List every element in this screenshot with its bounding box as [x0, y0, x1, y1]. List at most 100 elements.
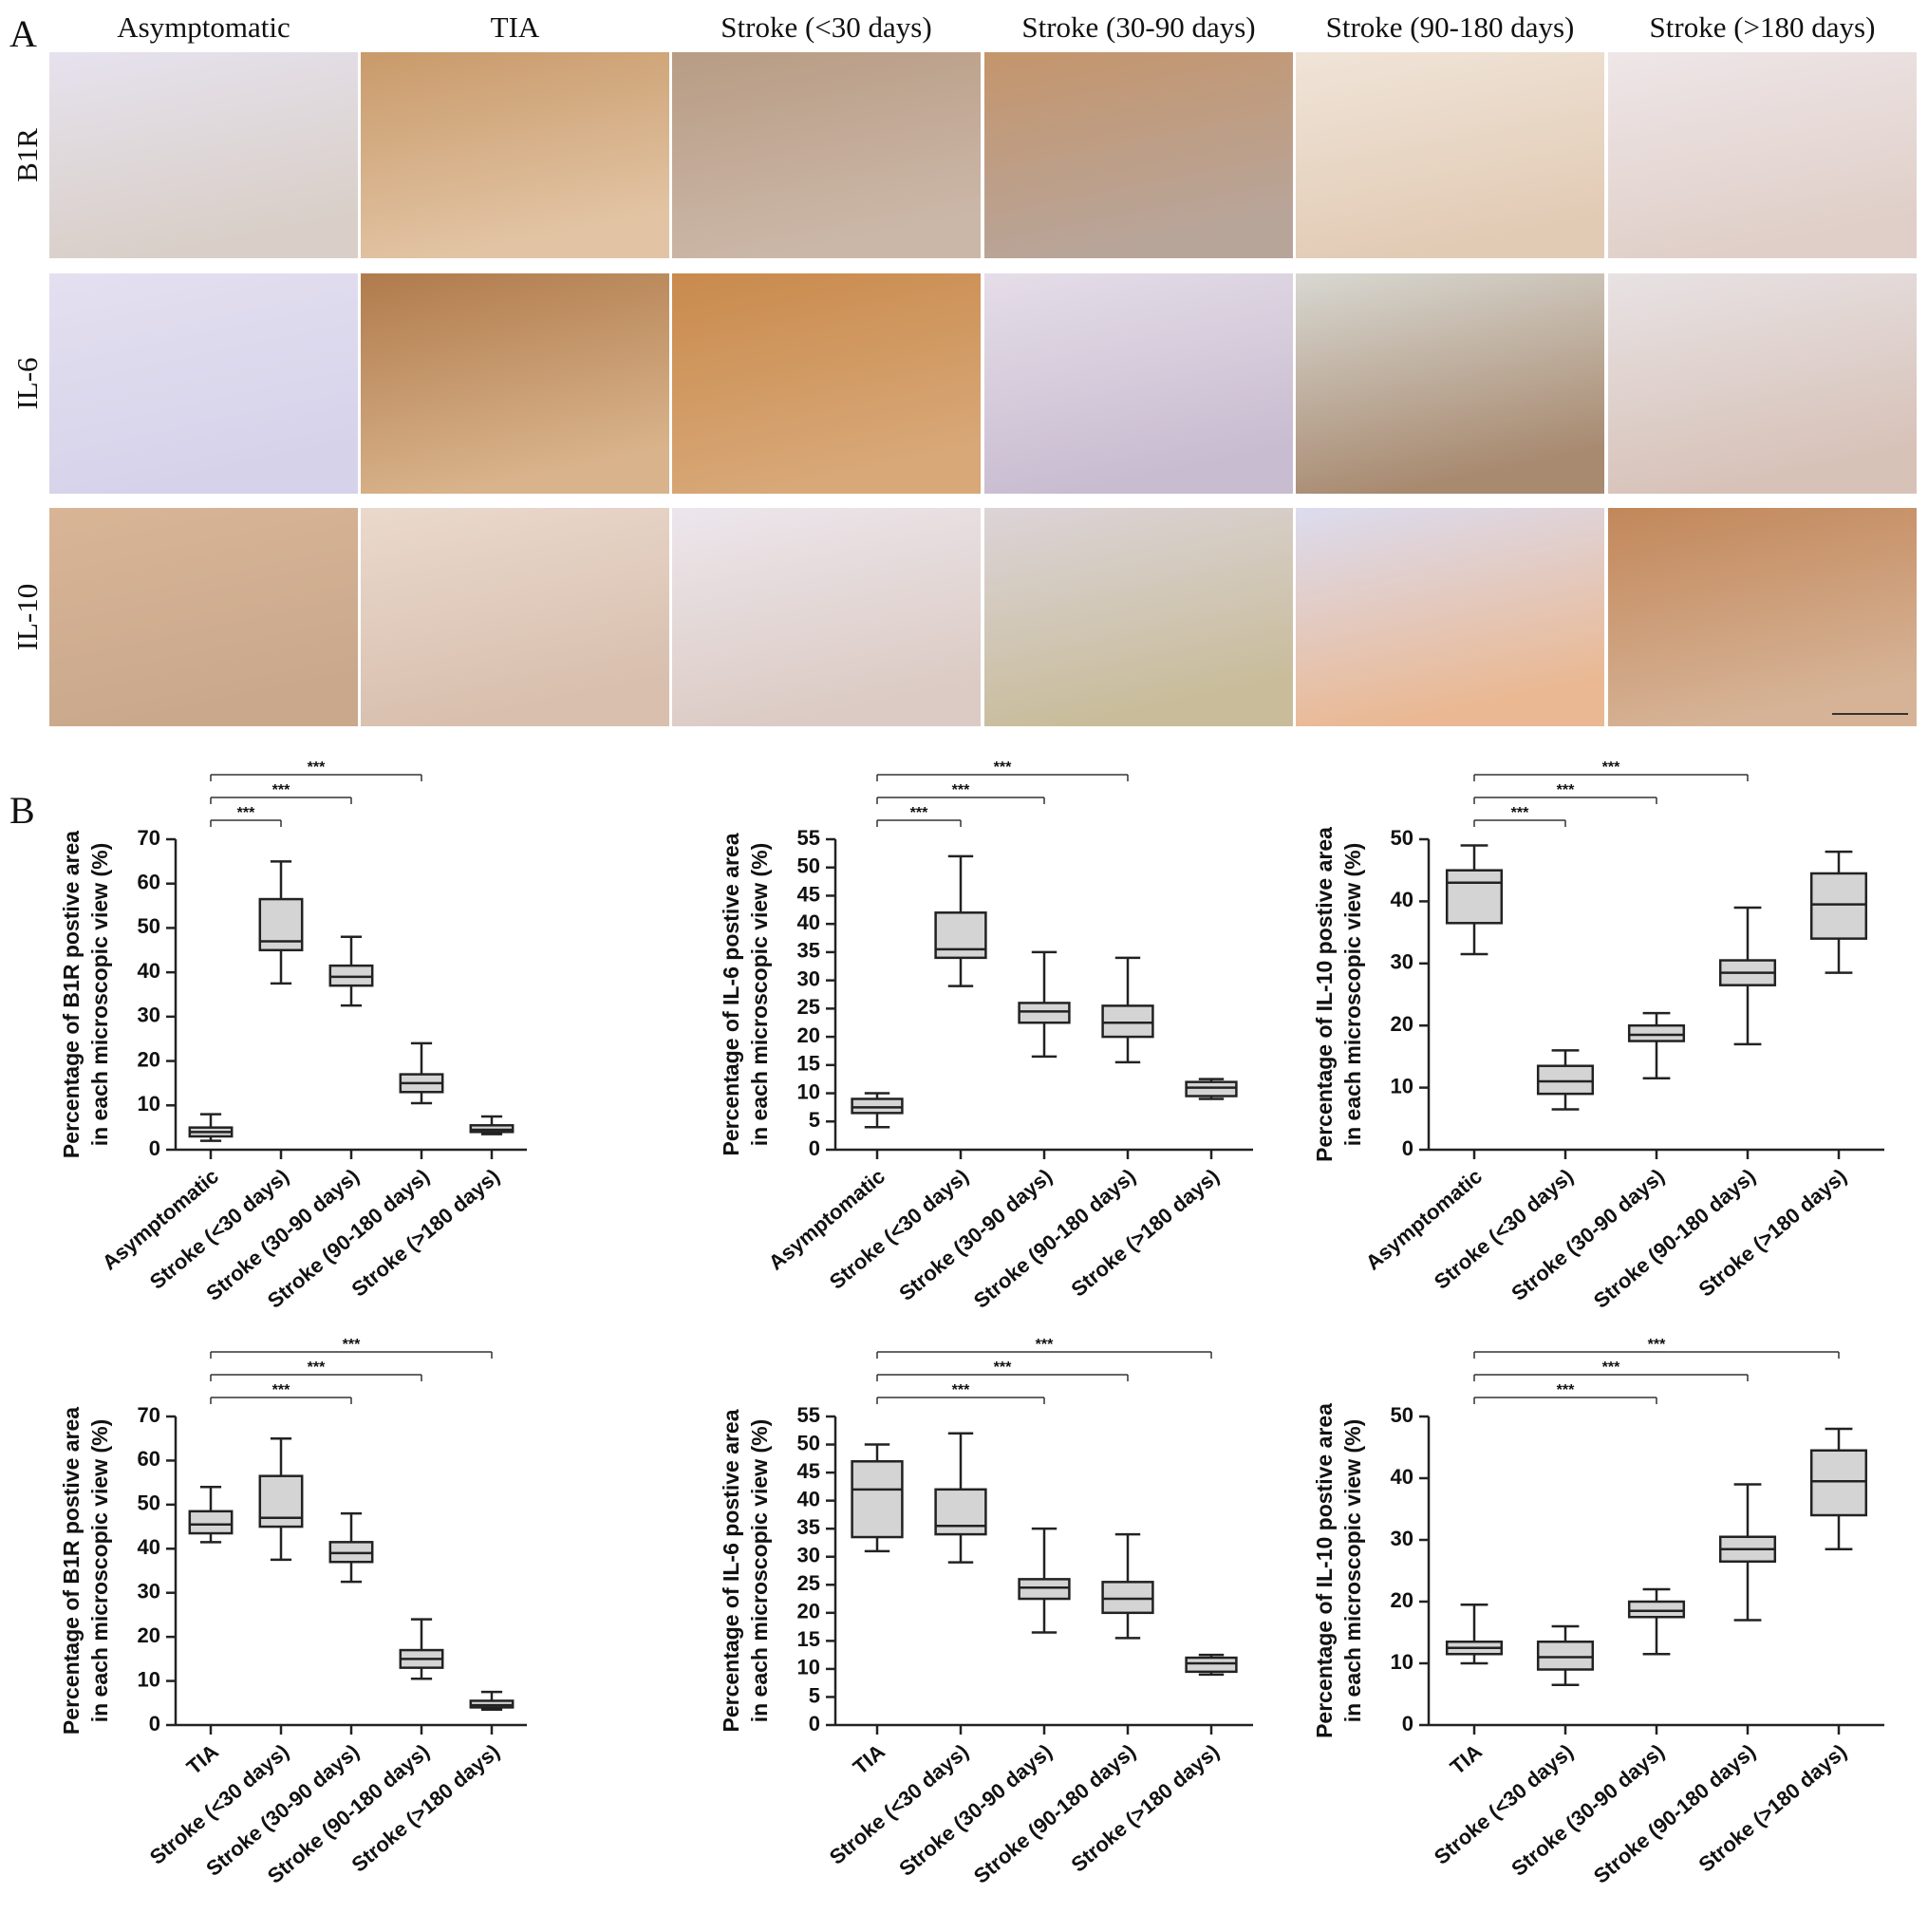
y-axis-label: Percentage of IL-6 postive area [719, 833, 743, 1155]
y-tick-label: 30 [797, 1544, 820, 1567]
x-tick-label: Stroke (30-90 days) [1507, 1164, 1669, 1305]
y-axis-label: Percentage of IL-6 postive area [719, 1409, 743, 1732]
box [851, 1097, 904, 1115]
significance-label: *** [1557, 1382, 1575, 1398]
panel-label: B [9, 789, 35, 832]
y-axis-label: in each microscopic view (%) [1340, 1419, 1365, 1723]
x-tick-label: Stroke (>180 days) [1694, 1164, 1850, 1302]
y-tick-label: 0 [149, 1136, 160, 1160]
micrograph [672, 273, 981, 494]
y-tick-label: 50 [138, 1491, 160, 1515]
micrograph [1296, 52, 1604, 258]
y-tick-label: 20 [138, 1047, 160, 1071]
y-tick-label: 10 [797, 1079, 820, 1103]
y-tick-label: 5 [809, 1108, 820, 1132]
column-label: TIA [491, 10, 540, 44]
significance-label: *** [1648, 1337, 1666, 1353]
column-label: Stroke (<30 days) [721, 10, 931, 44]
y-tick-label: 40 [138, 959, 160, 983]
y-axis-label: in each microscopic view (%) [87, 1419, 112, 1723]
y-tick-label: 20 [797, 1600, 820, 1623]
box [934, 911, 987, 960]
y-tick-label: 70 [138, 1403, 160, 1427]
y-tick-label: 25 [797, 995, 820, 1019]
box [1809, 872, 1868, 940]
significance-label: *** [1602, 1360, 1620, 1376]
x-tick-label: Stroke (90-180 days) [1589, 1164, 1760, 1313]
box [1018, 1578, 1071, 1601]
micrograph [1296, 508, 1604, 726]
box [188, 1510, 234, 1535]
y-tick-label: 15 [797, 1052, 820, 1076]
significance-label: *** [1557, 782, 1575, 798]
micrograph [361, 508, 669, 726]
micrograph [984, 508, 1293, 726]
micrograph [361, 52, 669, 258]
significance-label: *** [1511, 805, 1529, 821]
y-tick-label: 20 [138, 1623, 160, 1647]
y-tick-label: 20 [1391, 1012, 1413, 1036]
box [851, 1460, 904, 1539]
significance-label: *** [308, 1360, 326, 1376]
column-label: Stroke (90-180 days) [1326, 10, 1575, 44]
column-label: Stroke (>180 days) [1650, 10, 1876, 44]
y-tick-label: 70 [138, 826, 160, 850]
y-axis-label: in each microscopic view (%) [87, 843, 112, 1147]
y-tick-label: 50 [797, 854, 820, 878]
x-tick-label: TIA [1446, 1739, 1487, 1779]
box [1536, 1064, 1595, 1096]
row-label: B1R [10, 128, 44, 182]
micrograph [1608, 52, 1917, 258]
column-label: Asymptomatic [117, 10, 290, 44]
y-tick-label: 30 [1391, 950, 1413, 974]
x-tick-label: Stroke (>180 days) [1694, 1739, 1850, 1877]
y-tick-label: 55 [797, 826, 820, 850]
micrograph [672, 508, 981, 726]
box [1185, 1656, 1238, 1674]
micrograph [1296, 273, 1604, 494]
box [1445, 869, 1504, 925]
row-label: IL-6 [10, 357, 44, 409]
y-tick-label: 15 [797, 1627, 820, 1651]
y-tick-label: 0 [809, 1712, 820, 1735]
x-tick-label: Stroke (30-90 days) [1507, 1739, 1669, 1881]
box [1101, 1581, 1154, 1615]
y-tick-label: 45 [797, 1459, 820, 1483]
micrograph [1608, 273, 1917, 494]
y-tick-label: 35 [797, 939, 820, 963]
y-tick-label: 0 [809, 1136, 820, 1160]
significance-label: *** [910, 805, 928, 821]
y-tick-label: 10 [138, 1667, 160, 1691]
significance-label: *** [952, 1382, 970, 1398]
x-tick-label: Stroke (90-180 days) [969, 1739, 1140, 1888]
significance-label: *** [1036, 1337, 1054, 1353]
y-tick-label: 50 [1391, 826, 1413, 850]
y-tick-label: 5 [809, 1683, 820, 1707]
x-tick-label: Stroke (>180 days) [1066, 1739, 1223, 1877]
row-label: IL-10 [10, 584, 44, 651]
y-tick-label: 35 [797, 1515, 820, 1539]
x-tick-label: Stroke (<30 days) [825, 1164, 973, 1294]
y-tick-label: 60 [138, 1447, 160, 1471]
micrograph [672, 52, 981, 258]
x-tick-label: Stroke (30-90 days) [894, 1739, 1057, 1881]
y-tick-label: 0 [1402, 1136, 1413, 1160]
significance-label: *** [272, 782, 290, 798]
y-axis-label: Percentage of IL-10 postive area [1312, 827, 1337, 1162]
micrograph [49, 52, 358, 258]
y-axis-label: Percentage of IL-10 postive area [1312, 1403, 1337, 1738]
column-label: Stroke (30-90 days) [1021, 10, 1255, 44]
y-axis-label: Percentage of B1R postive area [59, 1407, 84, 1735]
micrograph [984, 52, 1293, 258]
box [1101, 1004, 1154, 1039]
y-tick-label: 0 [1402, 1712, 1413, 1735]
y-tick-label: 10 [797, 1656, 820, 1679]
y-tick-label: 30 [1391, 1527, 1413, 1550]
box [1627, 1600, 1686, 1619]
x-tick-label: Stroke (90-180 days) [969, 1164, 1140, 1313]
y-axis-label: in each microscopic view (%) [747, 1419, 772, 1723]
significance-label: *** [994, 760, 1012, 776]
significance-label: *** [994, 1360, 1012, 1376]
